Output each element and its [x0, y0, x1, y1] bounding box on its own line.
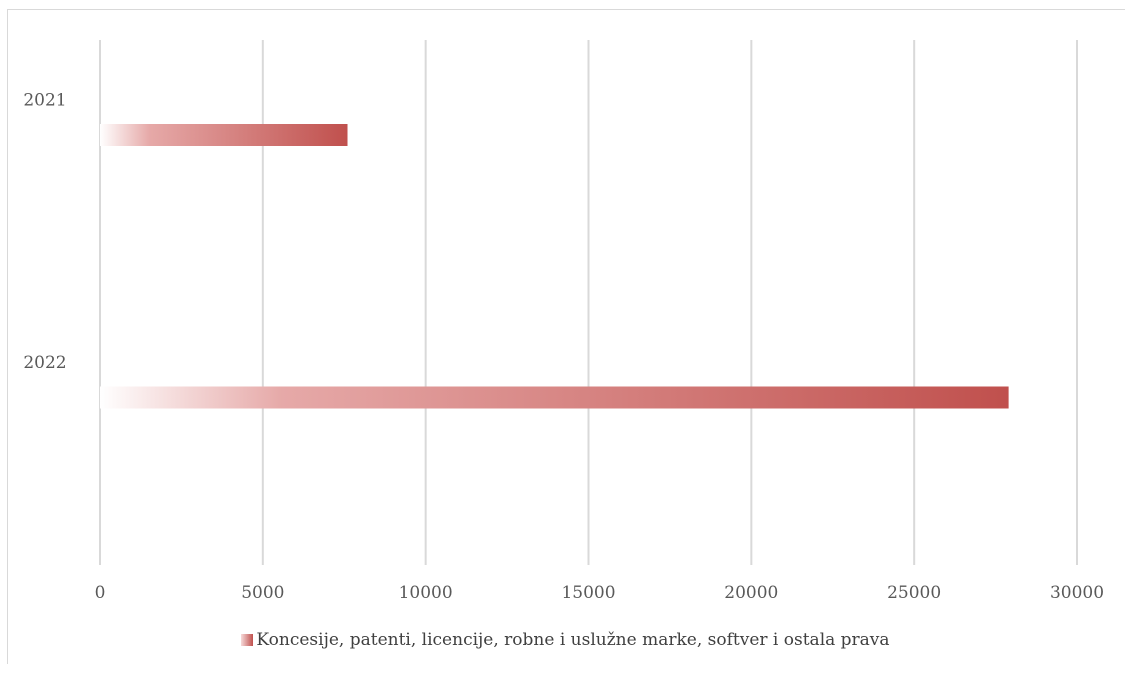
- bars: [100, 124, 1009, 409]
- x-tick-label: 30000: [1050, 583, 1104, 603]
- category-label-2021: 2021: [23, 91, 66, 111]
- gridlines: [100, 40, 1077, 565]
- x-tick-label: 20000: [724, 583, 778, 603]
- x-tick-label: 10000: [399, 583, 453, 603]
- category-label-2022: 2022: [23, 353, 66, 373]
- legend-swatch: [241, 634, 253, 646]
- bar-2021: [100, 124, 348, 146]
- x-tick-label: 0: [95, 583, 106, 603]
- x-tick-label: 15000: [561, 583, 615, 603]
- x-tick-label: 5000: [241, 583, 284, 603]
- x-tick-label: 25000: [887, 583, 941, 603]
- y-axis-categories: 2021 2022: [23, 91, 66, 374]
- legend-label: Koncesije, patenti, licencije, robne i u…: [256, 630, 889, 650]
- legend: Koncesije, patenti, licencije, robne i u…: [0, 630, 1131, 650]
- bar-2022: [100, 387, 1009, 409]
- x-axis-ticks: 0 5000 10000 15000 20000 25000 30000: [95, 583, 1104, 603]
